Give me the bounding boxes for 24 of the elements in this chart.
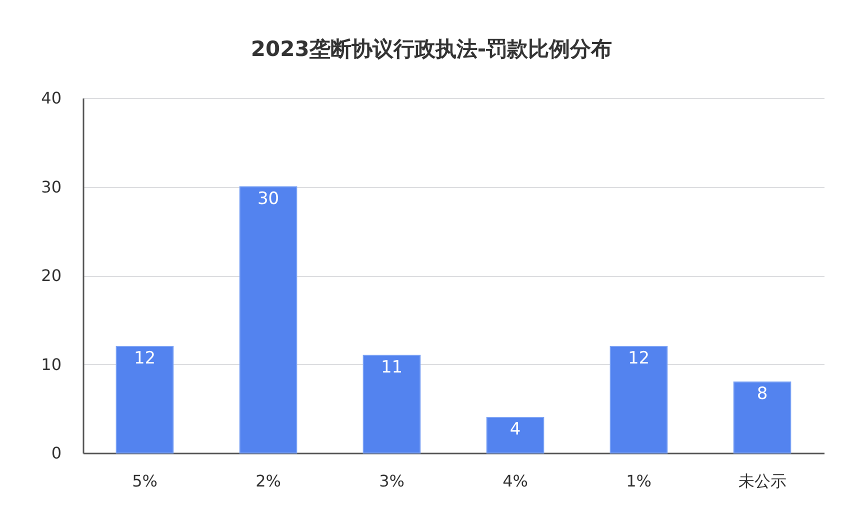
bar [362,354,421,454]
bar [486,417,544,454]
data-label: 8 [756,384,768,404]
bar [116,346,174,454]
x-tick-label: 2% [256,472,281,490]
x-tick-label: 未公示 [738,472,786,490]
y-tick-label: 10 [41,354,62,374]
data-label: 12 [134,348,156,368]
data-label: 30 [257,188,280,209]
x-tick-label: 1% [626,472,652,490]
x-tick-label: 5% [132,472,158,490]
bar [733,382,792,454]
data-label: 12 [628,348,650,368]
y-tick-label: 20 [41,266,62,285]
y-tick-label: 40 [41,88,62,108]
x-tick-label: 3% [379,472,404,490]
bar [239,186,298,454]
y-tick-label: 30 [41,177,62,196]
bar [610,346,668,454]
data-label: 11 [380,357,403,378]
chart-title: 2023垄断协议行政执法-罚款比例分布 [250,37,612,61]
data-label: 4 [510,420,521,440]
x-tick-label: 4% [502,472,528,490]
y-tick-label: 0 [51,444,62,462]
